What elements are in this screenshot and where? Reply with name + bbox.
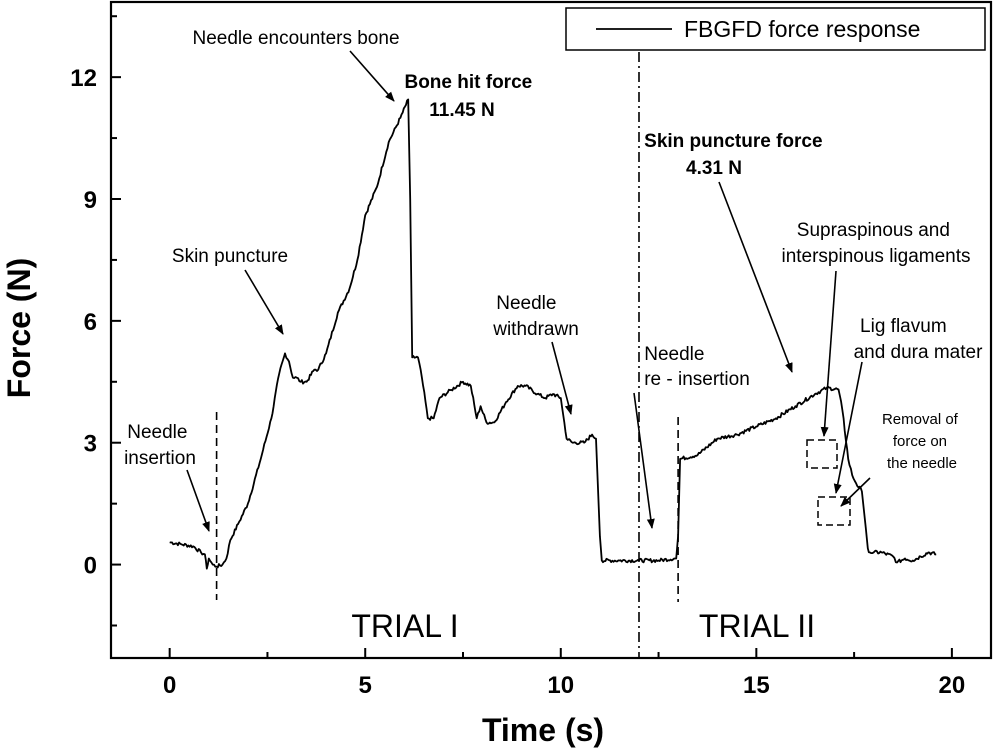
y-tick-label: 9 [84, 187, 97, 214]
annotation-needle-encounters-bone: Needle encounters bone [192, 28, 399, 49]
x-axis-ticks: 0 5 10 15 20 [163, 648, 965, 699]
arrow-lig-flavum [833, 361, 863, 494]
annotation-removal-of-force: Removal of force on the needle [882, 411, 962, 472]
annotation-bone-hit-force: Bone hit force 11.45 N [404, 72, 537, 121]
arrow-removal-of-force [840, 477, 871, 507]
annotation-needle-withdrawn: Needle withdrawn [492, 293, 579, 340]
highlight-box-ligaments [806, 439, 838, 469]
highlight-box-dura [817, 496, 851, 526]
arrow-skin-puncture [244, 269, 284, 335]
x-tick-label: 5 [359, 672, 372, 699]
legend-label: FBGFD force response [684, 16, 920, 42]
annotation-supraspinous: Supraspinous and interspinous ligaments [781, 220, 970, 267]
y-axis-title: Force (N) [1, 258, 37, 398]
y-axis-ticks: 0 3 6 9 12 [70, 15, 121, 627]
annotation-needle-reinsertion: Needle re - insertion [644, 344, 750, 390]
arrow-needle-insertion [186, 469, 210, 532]
x-tick-label: 20 [939, 672, 966, 699]
y-tick-label: 3 [84, 431, 97, 458]
annotation-needle-insertion: Needle insertion [124, 422, 196, 469]
plot-frame [109, 0, 993, 660]
arrow-supraspinous [820, 270, 837, 437]
x-axis-title: Time (s) [482, 712, 604, 748]
arrow-needle-withdrawn [551, 341, 573, 415]
legend: FBGFD force response [565, 7, 986, 51]
annotation-arrows [186, 50, 871, 532]
y-tick-label: 12 [70, 65, 97, 92]
annotation-skin-puncture: Skin puncture [172, 246, 288, 267]
y-tick-label: 0 [84, 553, 97, 580]
series-line-fbgfd [169, 98, 937, 570]
arrow-skin-puncture-force [718, 181, 793, 373]
x-tick-label: 15 [743, 672, 770, 699]
annotation-lig-flavum: Lig flavum and dura mater [854, 316, 984, 363]
region-label-trial-2: TRIAL II [699, 608, 815, 644]
x-tick-label: 10 [547, 672, 574, 699]
x-tick-label: 0 [163, 672, 176, 699]
arrow-needle-encounters-bone [349, 50, 395, 102]
y-tick-label: 6 [84, 309, 97, 336]
arrow-needle-reinsertion [633, 392, 655, 529]
annotation-skin-puncture-force: Skin puncture force 4.31 N [644, 131, 828, 179]
region-label-trial-1: TRIAL I [351, 608, 458, 644]
annotations: Needle encounters bone Bone hit force 11… [124, 28, 983, 472]
